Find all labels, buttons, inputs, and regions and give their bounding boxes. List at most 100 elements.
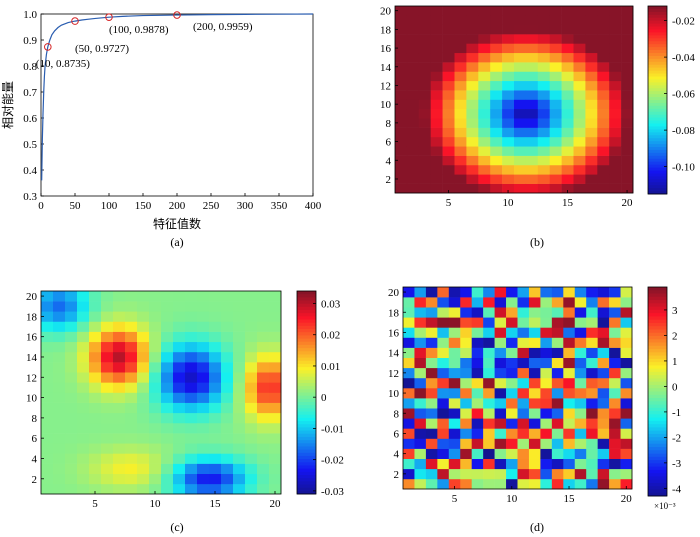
c-cell	[41, 443, 54, 454]
b-cell	[549, 127, 562, 138]
d-colorbar-segment	[648, 362, 667, 366]
b-cell	[442, 71, 455, 82]
d-cell	[494, 468, 507, 480]
d-cell	[425, 478, 438, 490]
b-cell	[609, 136, 622, 147]
b-cell	[537, 146, 550, 156]
c-cell	[53, 453, 66, 464]
c-cell	[65, 443, 78, 454]
b-cell	[478, 43, 491, 54]
d-cell	[471, 448, 484, 459]
c-cell	[89, 321, 102, 332]
d-cell	[517, 398, 530, 409]
b-cell	[549, 24, 562, 35]
b-cell	[406, 43, 420, 54]
b-cell	[490, 6, 503, 16]
c-colorbar-segment	[297, 478, 316, 482]
c-cell	[185, 473, 198, 485]
d-cell	[403, 347, 415, 358]
c-colorbar-segment	[297, 481, 316, 485]
d-cell	[471, 458, 484, 470]
d-cell	[574, 297, 587, 308]
c-cell	[101, 473, 114, 485]
c-cell	[173, 433, 186, 444]
b-colorbar-segment	[648, 105, 667, 110]
d-colorbar-segment	[648, 319, 667, 324]
b-cell	[406, 174, 420, 184]
c-cell	[197, 341, 210, 353]
d-cell	[620, 418, 633, 429]
panel-a-xtick-label: 400	[305, 200, 322, 212]
b-cell	[430, 99, 443, 110]
b-ytick-label: 20	[380, 6, 392, 18]
b-cell	[442, 155, 455, 166]
d-cell	[586, 357, 598, 369]
d-cell	[471, 478, 484, 490]
b-cell	[609, 6, 622, 16]
b-cell	[430, 118, 443, 128]
b-cell	[621, 52, 634, 63]
c-colorbar-segment	[297, 433, 316, 438]
d-cell	[551, 468, 564, 480]
d-cell	[563, 418, 576, 429]
d-colorbar-frame	[647, 286, 668, 497]
d-cell	[574, 478, 587, 490]
c-colorbar-segment	[297, 341, 316, 346]
d-cell	[551, 347, 564, 358]
c-cell	[65, 331, 78, 343]
c-cell	[77, 291, 90, 302]
b-cell	[573, 136, 586, 147]
b-cell	[525, 108, 539, 119]
c-cell	[161, 362, 174, 373]
d-cell	[563, 468, 576, 480]
d-cell	[620, 408, 633, 419]
b-cell	[621, 90, 634, 100]
b-cell	[573, 62, 586, 72]
d-colorbar-segment	[648, 345, 667, 350]
b-cell	[478, 136, 491, 147]
d-colorbar-segment	[648, 489, 667, 494]
d-cell	[540, 438, 553, 449]
c-cell	[233, 341, 246, 353]
d-cell	[403, 337, 415, 348]
b-cell	[525, 24, 539, 35]
d-cell	[506, 388, 518, 399]
c-cell	[221, 463, 234, 474]
c-cell	[125, 301, 138, 312]
b-cell	[406, 155, 420, 166]
b-cell	[549, 155, 562, 166]
d-cell	[620, 347, 633, 358]
b-cell	[502, 6, 515, 16]
d-cell	[528, 327, 541, 338]
b-cell	[597, 108, 610, 119]
c-cell	[149, 311, 162, 322]
c-colorbar-segment	[297, 354, 316, 359]
d-cell	[483, 327, 495, 338]
b-cell	[621, 183, 634, 194]
b-colorbar-segment	[648, 158, 667, 163]
c-colorbar-segment	[297, 322, 316, 327]
d-cell	[540, 398, 553, 409]
c-cell	[53, 422, 66, 434]
d-cell	[540, 418, 553, 429]
b-cell	[490, 127, 503, 138]
c-cell	[53, 351, 66, 363]
d-cell	[460, 398, 472, 409]
b-ytick-label: 8	[386, 118, 392, 130]
b-cell	[609, 62, 622, 72]
b-cell	[395, 136, 408, 147]
d-cell	[528, 317, 541, 328]
d-cell	[471, 398, 484, 409]
b-cell	[597, 118, 610, 128]
c-cell	[257, 311, 270, 322]
b-cell	[478, 62, 491, 72]
c-cell	[269, 392, 282, 403]
c-cell	[233, 453, 246, 464]
d-cell	[494, 377, 507, 389]
b-colorbar-segment	[648, 173, 667, 177]
c-colorbar-segment	[297, 402, 316, 406]
b-cell	[502, 127, 515, 138]
c-cell	[41, 321, 54, 332]
b-colorbar-segment	[648, 61, 667, 66]
c-cell	[41, 453, 54, 464]
